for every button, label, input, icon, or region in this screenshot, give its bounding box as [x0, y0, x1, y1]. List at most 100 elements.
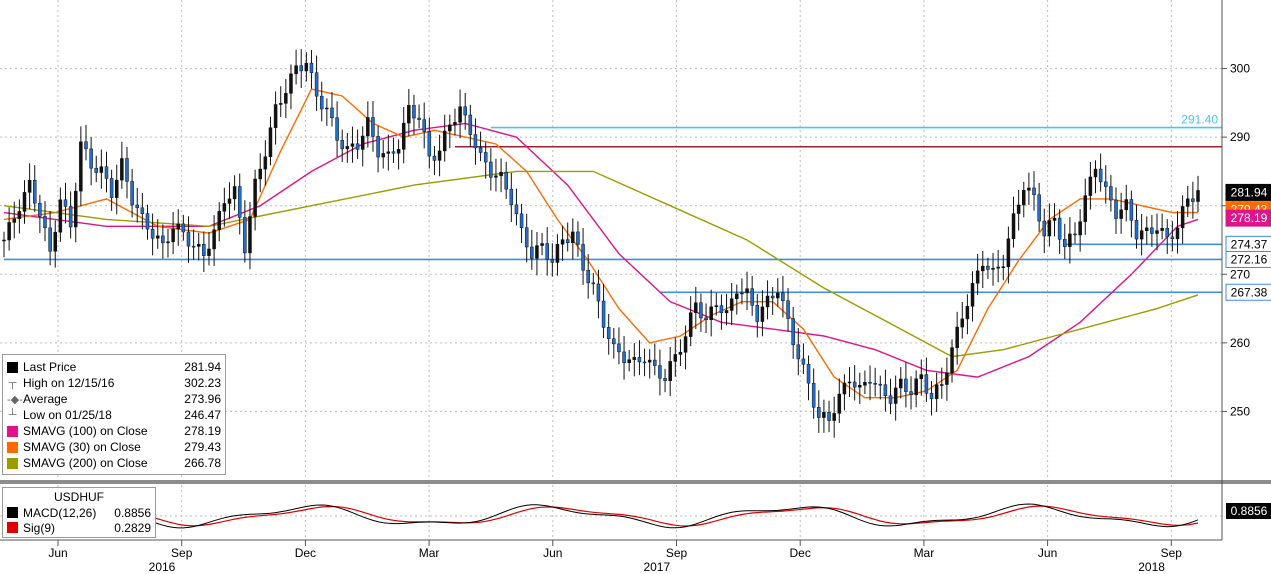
price-bar-body	[1145, 227, 1149, 231]
price-bar-body	[17, 211, 22, 219]
price-bar-body	[38, 202, 42, 217]
price-bar-body	[1006, 238, 1011, 267]
signal-line	[3, 505, 1199, 527]
legend-label: SMAVG (200) on Close	[23, 456, 148, 470]
price-bar-body	[202, 243, 206, 256]
price-bar-body	[1037, 194, 1041, 222]
price-bar-body	[253, 178, 257, 217]
price-bar-body	[986, 265, 990, 270]
legend-swatch	[7, 522, 18, 533]
price-bar-body	[330, 107, 334, 119]
price-bar-body	[852, 381, 857, 388]
price-bar-body	[284, 93, 288, 104]
price-bar-body	[371, 117, 375, 137]
price-bar-body	[514, 204, 519, 215]
price-bar-body	[145, 213, 150, 230]
price-bar-body	[217, 211, 221, 230]
price-bar-body	[919, 374, 924, 380]
x-tick-label: Jun	[543, 546, 562, 560]
legend-value: 273.96	[184, 392, 221, 406]
price-bar-body	[135, 204, 139, 209]
price-bar-body	[335, 117, 339, 141]
price-bar-body	[248, 216, 252, 254]
x-tick-label: Sep	[1161, 546, 1183, 560]
price-bar-body	[1129, 199, 1134, 221]
price-bar-body	[622, 351, 626, 363]
legend-value: 246.47	[184, 408, 221, 422]
price-bar-body	[1052, 217, 1057, 221]
legend-sma100: SMAVG (100) on Close 278.19	[7, 423, 221, 439]
x-tick-label: Dec	[790, 546, 811, 560]
price-bar-body	[32, 179, 37, 204]
price-bar-body	[950, 347, 954, 374]
legend-macd: MACD(12,26) 0.8856	[7, 505, 151, 520]
price-bar-body	[842, 382, 847, 395]
price-bar-body	[125, 158, 129, 182]
price-bar-body	[268, 127, 273, 157]
price-bar-body	[724, 310, 729, 314]
price-bar-body	[63, 199, 68, 207]
price-bar-body	[1160, 227, 1164, 231]
price-bar-body	[970, 283, 975, 307]
price-bar-body	[663, 378, 667, 381]
price-bar-body	[483, 152, 488, 163]
price-bar-body	[386, 151, 391, 154]
price-bar-body	[243, 217, 247, 254]
price-bar-body	[673, 354, 678, 362]
price-bar-body	[955, 326, 959, 348]
price-bar-body	[530, 246, 534, 259]
price-bar-body	[94, 167, 98, 173]
price-bar-body	[975, 270, 980, 284]
price-bar-body	[996, 266, 1000, 269]
price-tag-text: 272.16	[1231, 252, 1268, 266]
price-bar-body	[417, 117, 421, 120]
price-bar-body	[565, 239, 570, 243]
price-bar-body	[22, 192, 27, 212]
price-bar-body	[745, 288, 749, 294]
price-bar-body	[314, 72, 319, 97]
legend-sma200: SMAVG (200) on Close 266.78	[7, 455, 221, 471]
price-bar-body	[161, 235, 165, 244]
price-bar-body	[678, 352, 683, 355]
x-tick-label: Jun	[48, 546, 67, 560]
price-bar-body	[883, 384, 888, 396]
price-bar-body	[940, 384, 944, 386]
price-bar-body	[478, 147, 483, 153]
price-bar-body	[770, 295, 775, 299]
price-bar-body	[294, 65, 298, 75]
price-bar-body	[1088, 176, 1093, 196]
price-bar-body	[396, 149, 401, 154]
price-bar-body	[463, 106, 467, 116]
legend-swatch	[7, 361, 18, 373]
price-bar-body	[130, 181, 134, 206]
moving-average-line	[3, 88, 1198, 399]
price-bar-body	[196, 243, 201, 247]
price-bar-body	[899, 378, 903, 389]
price-bar-body	[489, 161, 493, 178]
price-bar-body	[181, 223, 186, 233]
price-bar-body	[704, 317, 708, 321]
legend-signal: Sig(9) 0.2829	[7, 520, 151, 535]
price-bar-body	[1139, 230, 1144, 240]
legend-label: Last Price	[23, 360, 77, 374]
price-bar-body	[1170, 236, 1175, 240]
y-tick-label: 260	[1230, 336, 1250, 350]
price-bar-body	[345, 146, 350, 150]
price-bar-body	[914, 378, 918, 396]
legend-value: 302.23	[184, 376, 221, 390]
price-bar-body	[278, 103, 283, 105]
price-bar-body	[878, 383, 883, 386]
price-bar-body	[376, 136, 380, 158]
price-bar-body	[535, 245, 539, 259]
low-glyph-icon: ┴	[8, 409, 17, 421]
price-bar-body	[617, 343, 621, 353]
price-bar-body	[2, 239, 6, 242]
price-bar-body	[1191, 198, 1195, 202]
price-bar-body	[99, 166, 104, 173]
price-bar-body	[786, 300, 790, 319]
price-bar-body	[84, 141, 88, 150]
price-bar-body	[1196, 190, 1200, 202]
price-bar-body	[750, 288, 754, 306]
price-bar-body	[909, 391, 913, 396]
